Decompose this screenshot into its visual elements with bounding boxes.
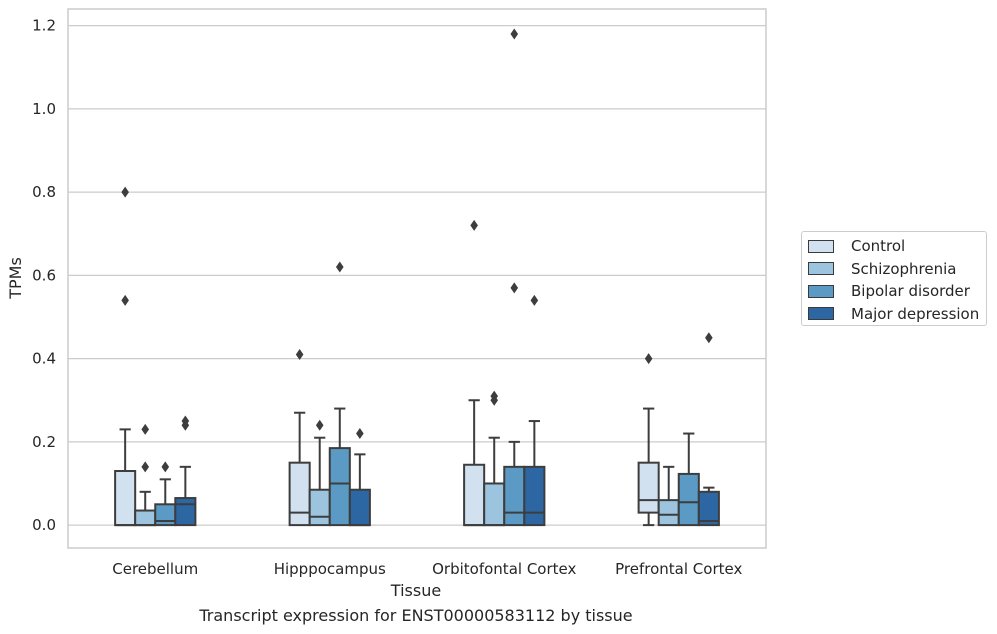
box-iqr — [288, 461, 311, 527]
box-iqr — [637, 461, 660, 514]
outlier-point — [141, 461, 150, 473]
outlier-point — [510, 282, 519, 294]
y-tick-label: 0.0 — [32, 516, 56, 534]
outlier-point — [181, 415, 190, 427]
box-iqr — [114, 470, 137, 527]
box-iqr — [503, 465, 526, 527]
outlier-point — [335, 261, 344, 273]
box-iqr — [523, 465, 546, 527]
box-0-3 — [174, 415, 197, 527]
outlier-point — [490, 390, 499, 402]
box-0-2 — [154, 461, 177, 527]
box-1-0 — [288, 348, 311, 527]
legend-item: Control — [808, 235, 986, 258]
legend-item: Schizophrenia — [808, 258, 986, 281]
box-3-3 — [697, 332, 720, 527]
x-tick-label: Cerebellum — [112, 560, 198, 578]
x-tick-label: Prefrontal Cortex — [615, 560, 742, 578]
legend-item: Major depression — [808, 303, 986, 326]
outlier-point — [356, 428, 364, 440]
box-0-1 — [134, 423, 157, 527]
outlier-point — [315, 419, 324, 431]
outlier-point — [470, 219, 478, 231]
legend: Control Schizophrenia Bipolar disorder Majo… — [801, 231, 987, 326]
box-3-1 — [657, 465, 680, 527]
legend-label: Bipolar disorder — [851, 282, 970, 301]
box-groups — [114, 28, 720, 527]
box-2-1 — [483, 390, 506, 527]
plot-area-frame — [67, 8, 767, 549]
outlier-point — [644, 353, 653, 365]
outlier-point — [121, 186, 129, 198]
x-axis-label: Tissue — [390, 581, 441, 600]
box-iqr — [463, 463, 486, 527]
x-tick-label: Orbitofontal Cortex — [432, 560, 576, 578]
legend-swatch — [808, 284, 834, 298]
box-1-2 — [328, 261, 351, 527]
outlier-point — [295, 348, 304, 360]
box-iqr — [483, 482, 506, 527]
legend-swatch — [808, 307, 834, 321]
box-2-2 — [503, 28, 526, 527]
y-tick-label: 1.2 — [32, 17, 56, 35]
y-axis-label: TPMs — [6, 257, 25, 300]
x-tick-label: Hipppocampus — [274, 560, 386, 578]
box-2-3 — [523, 294, 546, 527]
legend-label: Control — [851, 237, 906, 256]
outlier-point — [530, 294, 539, 306]
box-iqr — [174, 497, 197, 527]
legend-label: Major depression — [851, 304, 980, 323]
box-iqr — [308, 488, 331, 527]
y-tick-label: 0.6 — [32, 266, 56, 284]
box-iqr — [134, 509, 157, 527]
outlier-point — [141, 423, 150, 435]
outlier-point — [121, 294, 129, 306]
box-1-1 — [308, 419, 331, 527]
box-iqr — [697, 490, 720, 527]
box-iqr — [677, 472, 700, 527]
y-tick-label: 0.8 — [32, 183, 56, 201]
box-iqr — [154, 503, 177, 527]
outlier-point — [161, 461, 170, 473]
legend-item: Bipolar disorder — [808, 280, 986, 303]
box-1-3 — [348, 428, 371, 527]
y-tick-label: 0.4 — [32, 350, 56, 368]
legend-swatch — [808, 262, 834, 276]
box-iqr — [328, 447, 351, 527]
box-0-0 — [114, 186, 137, 527]
y-tick-label: 0.2 — [32, 433, 56, 451]
figure-caption: Transcript expression for ENST0000058311… — [199, 606, 633, 625]
y-tick-labels: 0.0 0.2 0.4 0.6 0.8 1.0 1.2 — [32, 17, 56, 534]
box-3-0 — [637, 353, 660, 527]
box-2-0 — [463, 219, 486, 527]
legend-label: Schizophrenia — [851, 259, 957, 278]
gridlines — [68, 25, 766, 526]
outlier-point — [705, 332, 713, 344]
y-tick-label: 1.0 — [32, 100, 56, 118]
x-tick-labels: Cerebellum Hipppocampus Orbitofontal Corte… — [112, 560, 742, 578]
box-3-2 — [677, 432, 700, 527]
legend-swatch — [808, 239, 834, 253]
outlier-point — [510, 28, 519, 40]
box-iqr — [348, 488, 371, 527]
box-iqr — [657, 499, 680, 527]
